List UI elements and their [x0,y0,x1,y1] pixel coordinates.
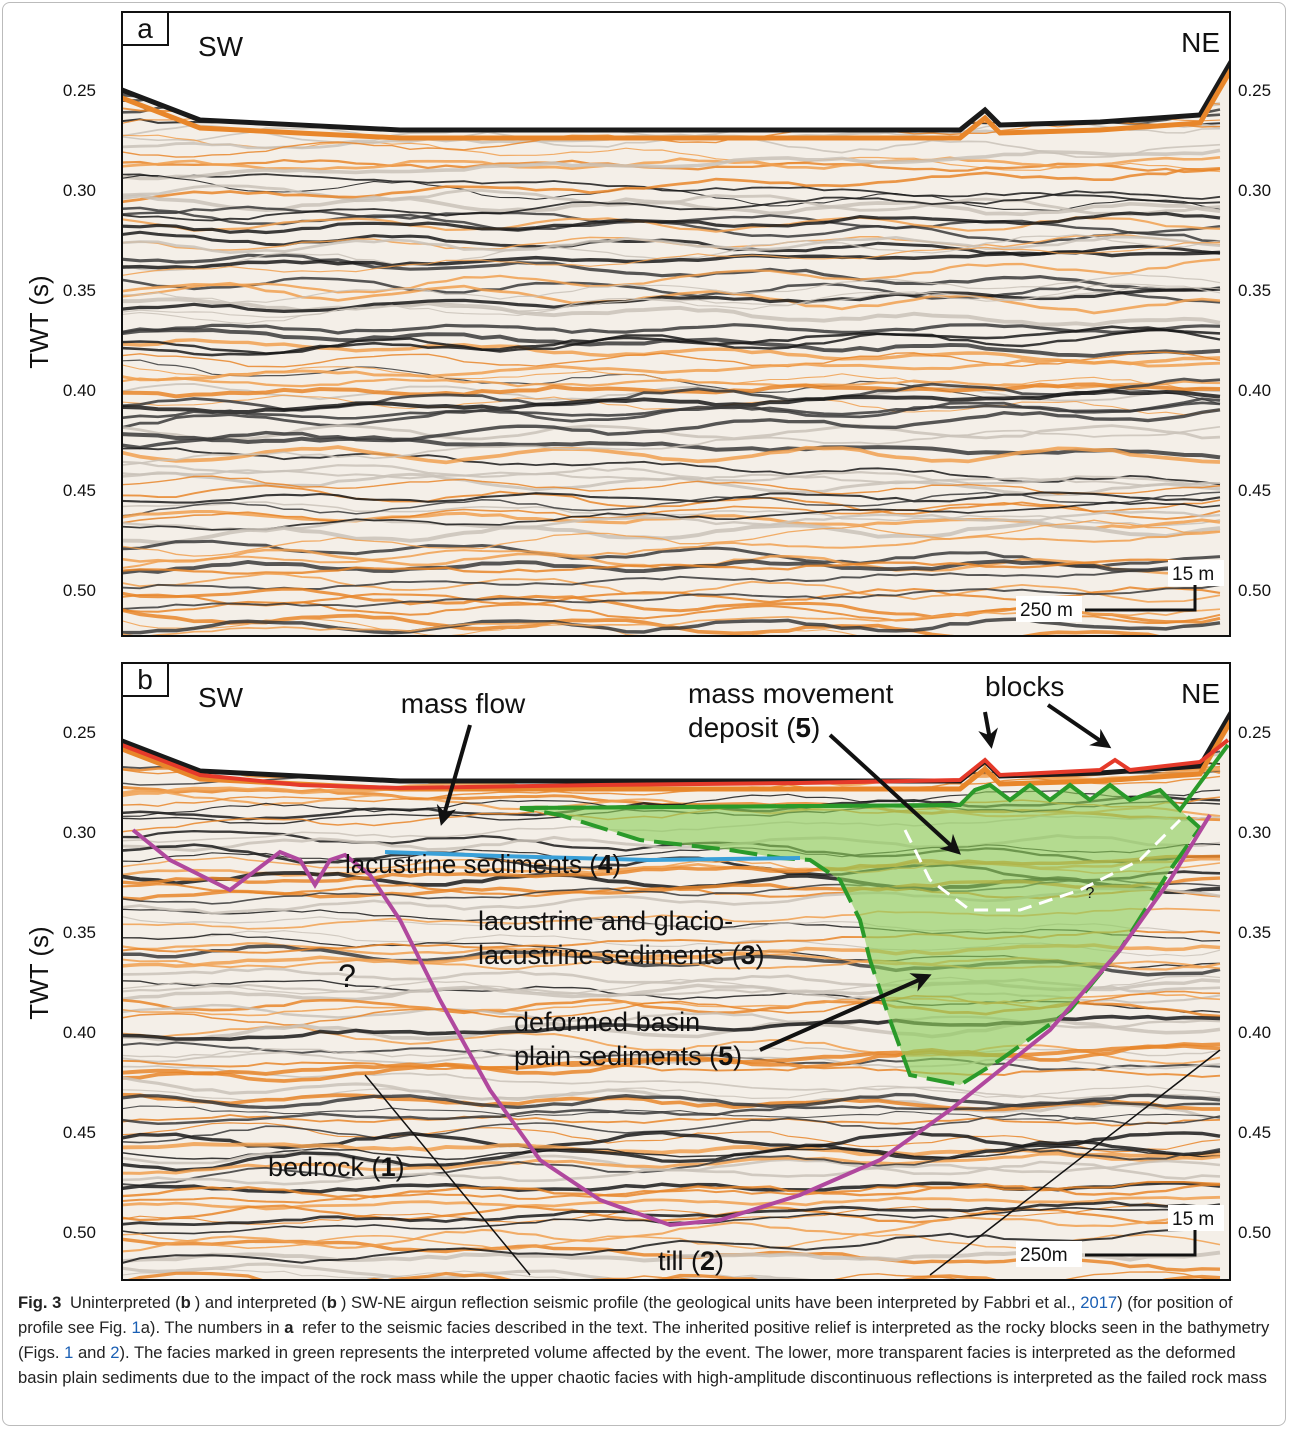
caption-text: ) SW-NE airgun reflection seismic profil… [341,1293,1080,1312]
y-axis-title: TWT (s) [24,926,54,1019]
caption-link[interactable]: 1 [64,1343,73,1362]
y-tick-label: 0.45 [1238,481,1271,500]
annotation: plain sediments (5) [514,1041,742,1071]
annotation-part: ) [733,1041,742,1071]
annotation: till (2) [658,1246,724,1276]
panel-label: b [137,664,153,695]
reflector [122,635,1220,653]
annotation: mass flow [401,688,526,719]
water-column [122,10,1232,130]
y-tick-label: 0.25 [1238,81,1271,100]
water-column [122,661,1232,781]
y-tick-label: 0.35 [1238,923,1271,942]
annotation-part: ? [1086,885,1095,902]
caption-bold: a [284,1318,293,1337]
y-tick-label: 0.50 [63,581,96,600]
annotation-part: plain sediments ( [514,1041,718,1071]
annotation-part: till ( [658,1246,700,1276]
y-tick-label: 0.35 [63,281,96,300]
y-tick-label: 0.40 [1238,1023,1271,1042]
y-tick-label: 0.35 [63,923,96,942]
annotation-part: 4 [598,849,613,879]
y-tick-label: 0.30 [1238,823,1271,842]
annotation-part: 2 [700,1246,715,1276]
y-tick-label: 0.30 [1238,181,1271,200]
annotation-part: ) [396,1152,405,1182]
caption-bold: b [181,1293,191,1312]
scale-horizontal: 250m [1020,1245,1068,1266]
y-tick-label: 0.45 [63,481,96,500]
figure: a SW NE TWT (s) 0.25 0.25 0.30 0.30 0.35 0.35 0.40… [0,0,1290,1290]
caption-text: Uninterpreted ( [65,1293,180,1312]
scale-horizontal: 250 m [1020,600,1073,621]
annotation-part: ) [715,1246,724,1276]
annotation-part: deposit ( [688,712,796,743]
annotation-part: ) [811,712,820,743]
annotation-part: lacustrine sediments ( [478,940,741,970]
page: {"panels": [ {"label": "a", "left_headin… [0,0,1290,1430]
y-tick-label: 0.40 [63,1023,96,1042]
annotation-part: 1 [381,1152,396,1182]
annotation-part: deformed basin [514,1007,700,1037]
annotation: deformed basin [514,1007,700,1037]
direction-left: SW [198,682,244,713]
y-tick-label: 0.50 [63,1223,96,1242]
annotation: deposit (5) [688,712,820,743]
annotation: ? [338,958,356,994]
y-tick-label: 0.30 [63,181,96,200]
annotation: lacustrine sediments (3) [478,940,765,970]
y-tick-label: 0.25 [1238,723,1271,742]
y-tick-label: 0.35 [1238,281,1271,300]
annotation-part: mass movement [688,678,894,709]
direction-right: NE [1181,27,1220,58]
annotation-part: ) [756,940,765,970]
figure-caption: Fig. 3 Uninterpreted (b) and interpreted… [18,1290,1273,1390]
annotation: lacustrine sediments (4) [345,849,621,879]
caption-bold: Fig. 3 [18,1293,61,1312]
annotation: blocks [985,671,1064,702]
annotation-part: 5 [718,1041,733,1071]
y-axis-title: TWT (s) [24,275,54,368]
panel-label: a [137,13,153,44]
y-tick-label: 0.40 [63,381,96,400]
direction-right: NE [1181,678,1220,709]
scale-vertical: 15 m [1172,564,1214,585]
annotation-part: lacustrine and glacio- [478,906,733,936]
annotation-part: ) [612,849,621,879]
annotation-part: lacustrine sediments ( [345,849,598,879]
annotation: ? [1086,885,1095,902]
annotation-part: mass flow [401,688,526,719]
annotation: bedrock (1) [268,1152,405,1182]
scale-vertical: 15 m [1172,1209,1214,1230]
caption-bold: b [327,1293,337,1312]
direction-left: SW [198,31,244,62]
caption-link[interactable]: 2017 [1080,1293,1117,1312]
y-tick-label: 0.40 [1238,381,1271,400]
caption-text: ) and interpreted ( [195,1293,327,1312]
seismic-image [122,10,1232,652]
y-tick-label: 0.30 [63,823,96,842]
annotation-part: 3 [741,940,756,970]
caption-link[interactable]: 1 [131,1318,140,1337]
y-tick-label: 0.50 [1238,581,1271,600]
y-tick-label: 0.25 [63,723,96,742]
annotation: mass movement [688,678,894,709]
caption-text: and [73,1343,110,1362]
y-tick-label: 0.45 [63,1123,96,1142]
annotation-part: bedrock ( [268,1152,381,1182]
annotation-part: blocks [985,671,1064,702]
caption-text: ). The facies marked in green represents… [18,1343,1267,1387]
y-tick-label: 0.25 [63,81,96,100]
annotation-part: 5 [795,712,811,743]
annotation: lacustrine and glacio- [478,906,733,936]
y-tick-label: 0.50 [1238,1223,1271,1242]
caption-text: a). The numbers in [141,1318,285,1337]
caption-link[interactable]: 2 [110,1343,119,1362]
annotation-part: ? [338,958,356,994]
y-tick-label: 0.45 [1238,1123,1271,1142]
